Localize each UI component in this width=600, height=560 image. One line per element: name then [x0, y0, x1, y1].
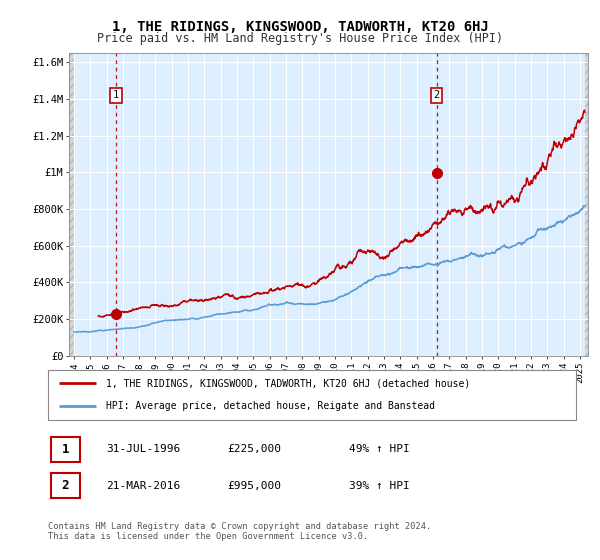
Text: Contains HM Land Registry data © Crown copyright and database right 2024.
This d: Contains HM Land Registry data © Crown c… — [48, 522, 431, 542]
Bar — [585, 53, 588, 356]
Text: 49% ↑ HPI: 49% ↑ HPI — [349, 444, 410, 454]
Text: 1, THE RIDINGS, KINGSWOOD, TADWORTH, KT20 6HJ (detached house): 1, THE RIDINGS, KINGSWOOD, TADWORTH, KT2… — [106, 378, 470, 388]
Text: 1: 1 — [113, 90, 119, 100]
FancyBboxPatch shape — [50, 473, 80, 498]
Bar — [69, 53, 74, 356]
Text: Price paid vs. HM Land Registry's House Price Index (HPI): Price paid vs. HM Land Registry's House … — [97, 32, 503, 45]
Text: 39% ↑ HPI: 39% ↑ HPI — [349, 480, 410, 491]
Text: 21-MAR-2016: 21-MAR-2016 — [106, 480, 181, 491]
Text: HPI: Average price, detached house, Reigate and Banstead: HPI: Average price, detached house, Reig… — [106, 402, 435, 412]
Text: 2: 2 — [433, 90, 440, 100]
FancyBboxPatch shape — [50, 437, 80, 461]
Text: 1, THE RIDINGS, KINGSWOOD, TADWORTH, KT20 6HJ: 1, THE RIDINGS, KINGSWOOD, TADWORTH, KT2… — [112, 20, 488, 34]
Text: £995,000: £995,000 — [227, 480, 281, 491]
Text: £225,000: £225,000 — [227, 444, 281, 454]
Text: 2: 2 — [61, 479, 69, 492]
FancyBboxPatch shape — [48, 370, 576, 420]
Text: 1: 1 — [61, 443, 69, 456]
Text: 31-JUL-1996: 31-JUL-1996 — [106, 444, 181, 454]
